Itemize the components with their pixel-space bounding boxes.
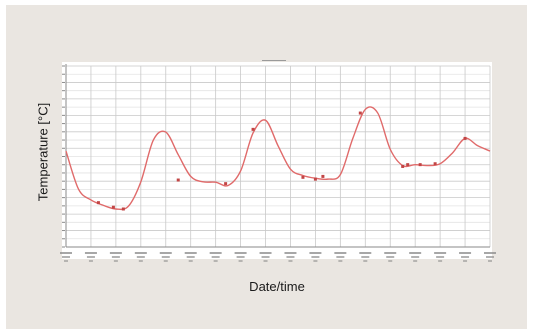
x-tick-label bbox=[359, 252, 372, 262]
x-tick-label bbox=[409, 252, 422, 262]
x-tick-label-line bbox=[488, 260, 492, 262]
x-tick-label-line bbox=[434, 252, 447, 254]
x-tick-label-line bbox=[213, 260, 218, 262]
x-tick-label-line bbox=[60, 252, 72, 254]
x-tick-label bbox=[159, 252, 172, 262]
x-tick-label bbox=[134, 252, 147, 262]
x-tick-label-line bbox=[136, 256, 145, 258]
x-tick-label-line bbox=[138, 260, 143, 262]
x-tick-label-line bbox=[186, 256, 195, 258]
x-tick-label-line bbox=[209, 252, 222, 254]
x-tick-label-line bbox=[234, 252, 247, 254]
x-tick-label-line bbox=[363, 260, 368, 262]
x-tick-label-line bbox=[163, 260, 168, 262]
x-tick-label bbox=[384, 252, 397, 262]
x-tick-label bbox=[284, 252, 297, 262]
x-tick-label-line bbox=[436, 256, 445, 258]
x-tick-label-line bbox=[413, 260, 418, 262]
x-tick-label-line bbox=[284, 252, 297, 254]
x-tick-label-line bbox=[313, 260, 318, 262]
x-tick-label-line bbox=[62, 256, 70, 258]
x-tick-label bbox=[334, 252, 347, 262]
x-tick-label-line bbox=[111, 256, 120, 258]
data-point-marker bbox=[463, 136, 467, 140]
x-tick-label-line bbox=[238, 260, 243, 262]
x-tick-label bbox=[60, 252, 72, 262]
x-tick-label-line bbox=[359, 252, 372, 254]
x-tick-label-line bbox=[134, 252, 147, 254]
x-tick-label-line bbox=[109, 252, 122, 254]
x-tick-label-line bbox=[409, 252, 422, 254]
x-tick-label bbox=[209, 252, 222, 262]
x-tick-label-line bbox=[461, 256, 470, 258]
x-tick-label-line bbox=[311, 256, 320, 258]
y-axis-label: Temperature [°C] bbox=[35, 102, 51, 202]
x-tick-label-line bbox=[259, 252, 272, 254]
x-tick-label-line bbox=[113, 260, 118, 262]
x-tick-label bbox=[184, 252, 197, 262]
plot-area bbox=[62, 62, 492, 259]
axes bbox=[65, 64, 490, 248]
x-tick-label-line bbox=[86, 256, 95, 258]
x-tick-label bbox=[459, 252, 472, 262]
chart-title-mark bbox=[262, 60, 286, 61]
data-markers bbox=[96, 111, 467, 211]
data-point-marker bbox=[96, 201, 100, 205]
x-tick-label-line bbox=[88, 260, 93, 262]
data-point-marker bbox=[433, 162, 437, 166]
data-point-marker bbox=[176, 178, 180, 182]
x-tick-label bbox=[84, 252, 97, 262]
x-tick-label-line bbox=[438, 260, 443, 262]
x-tick-label-line bbox=[159, 252, 172, 254]
x-tick-label-line bbox=[188, 260, 193, 262]
x-tick-label-line bbox=[336, 256, 345, 258]
x-tick-label-line bbox=[286, 256, 295, 258]
data-point-marker bbox=[401, 164, 405, 168]
x-tick-label-line bbox=[384, 252, 397, 254]
x-tick-label-line bbox=[84, 252, 97, 254]
tick-marks bbox=[60, 65, 496, 262]
data-point-marker bbox=[321, 174, 325, 178]
x-tick-label-line bbox=[261, 256, 270, 258]
data-point-marker bbox=[111, 205, 115, 209]
data-series bbox=[65, 106, 491, 211]
x-tick-label-line bbox=[388, 260, 393, 262]
x-tick-label-line bbox=[386, 256, 395, 258]
x-tick-label-line bbox=[211, 256, 220, 258]
x-tick-label-line bbox=[161, 256, 170, 258]
x-tick-label-line bbox=[288, 260, 293, 262]
x-tick-label bbox=[234, 252, 247, 262]
data-point-marker bbox=[358, 111, 362, 115]
data-point-marker bbox=[418, 163, 422, 167]
x-tick-label-line bbox=[309, 252, 322, 254]
x-tick-label-line bbox=[486, 256, 494, 258]
x-tick-label-line bbox=[263, 260, 268, 262]
x-tick-label-line bbox=[236, 256, 245, 258]
data-point-marker bbox=[251, 127, 255, 131]
x-tick-label-line bbox=[338, 260, 343, 262]
data-point-marker bbox=[313, 177, 317, 181]
x-tick-label-line bbox=[64, 260, 68, 262]
x-tick-label-line bbox=[459, 252, 472, 254]
x-tick-label bbox=[309, 252, 322, 262]
x-tick-label bbox=[109, 252, 122, 262]
x-tick-label-line bbox=[463, 260, 468, 262]
data-point-marker bbox=[224, 182, 228, 186]
x-tick-label-line bbox=[484, 252, 496, 254]
x-tick-label bbox=[259, 252, 272, 262]
grid bbox=[65, 65, 491, 248]
x-tick-label-line bbox=[361, 256, 370, 258]
x-tick-label bbox=[434, 252, 447, 262]
data-point-marker bbox=[301, 175, 305, 179]
data-point-marker bbox=[121, 207, 125, 211]
x-tick-label-line bbox=[411, 256, 420, 258]
x-tick-label-line bbox=[334, 252, 347, 254]
x-axis-label: Date/time bbox=[249, 279, 305, 294]
data-point-marker bbox=[406, 163, 410, 167]
x-tick-label-line bbox=[184, 252, 197, 254]
x-tick-label bbox=[484, 252, 496, 262]
temperature-line bbox=[65, 106, 491, 211]
